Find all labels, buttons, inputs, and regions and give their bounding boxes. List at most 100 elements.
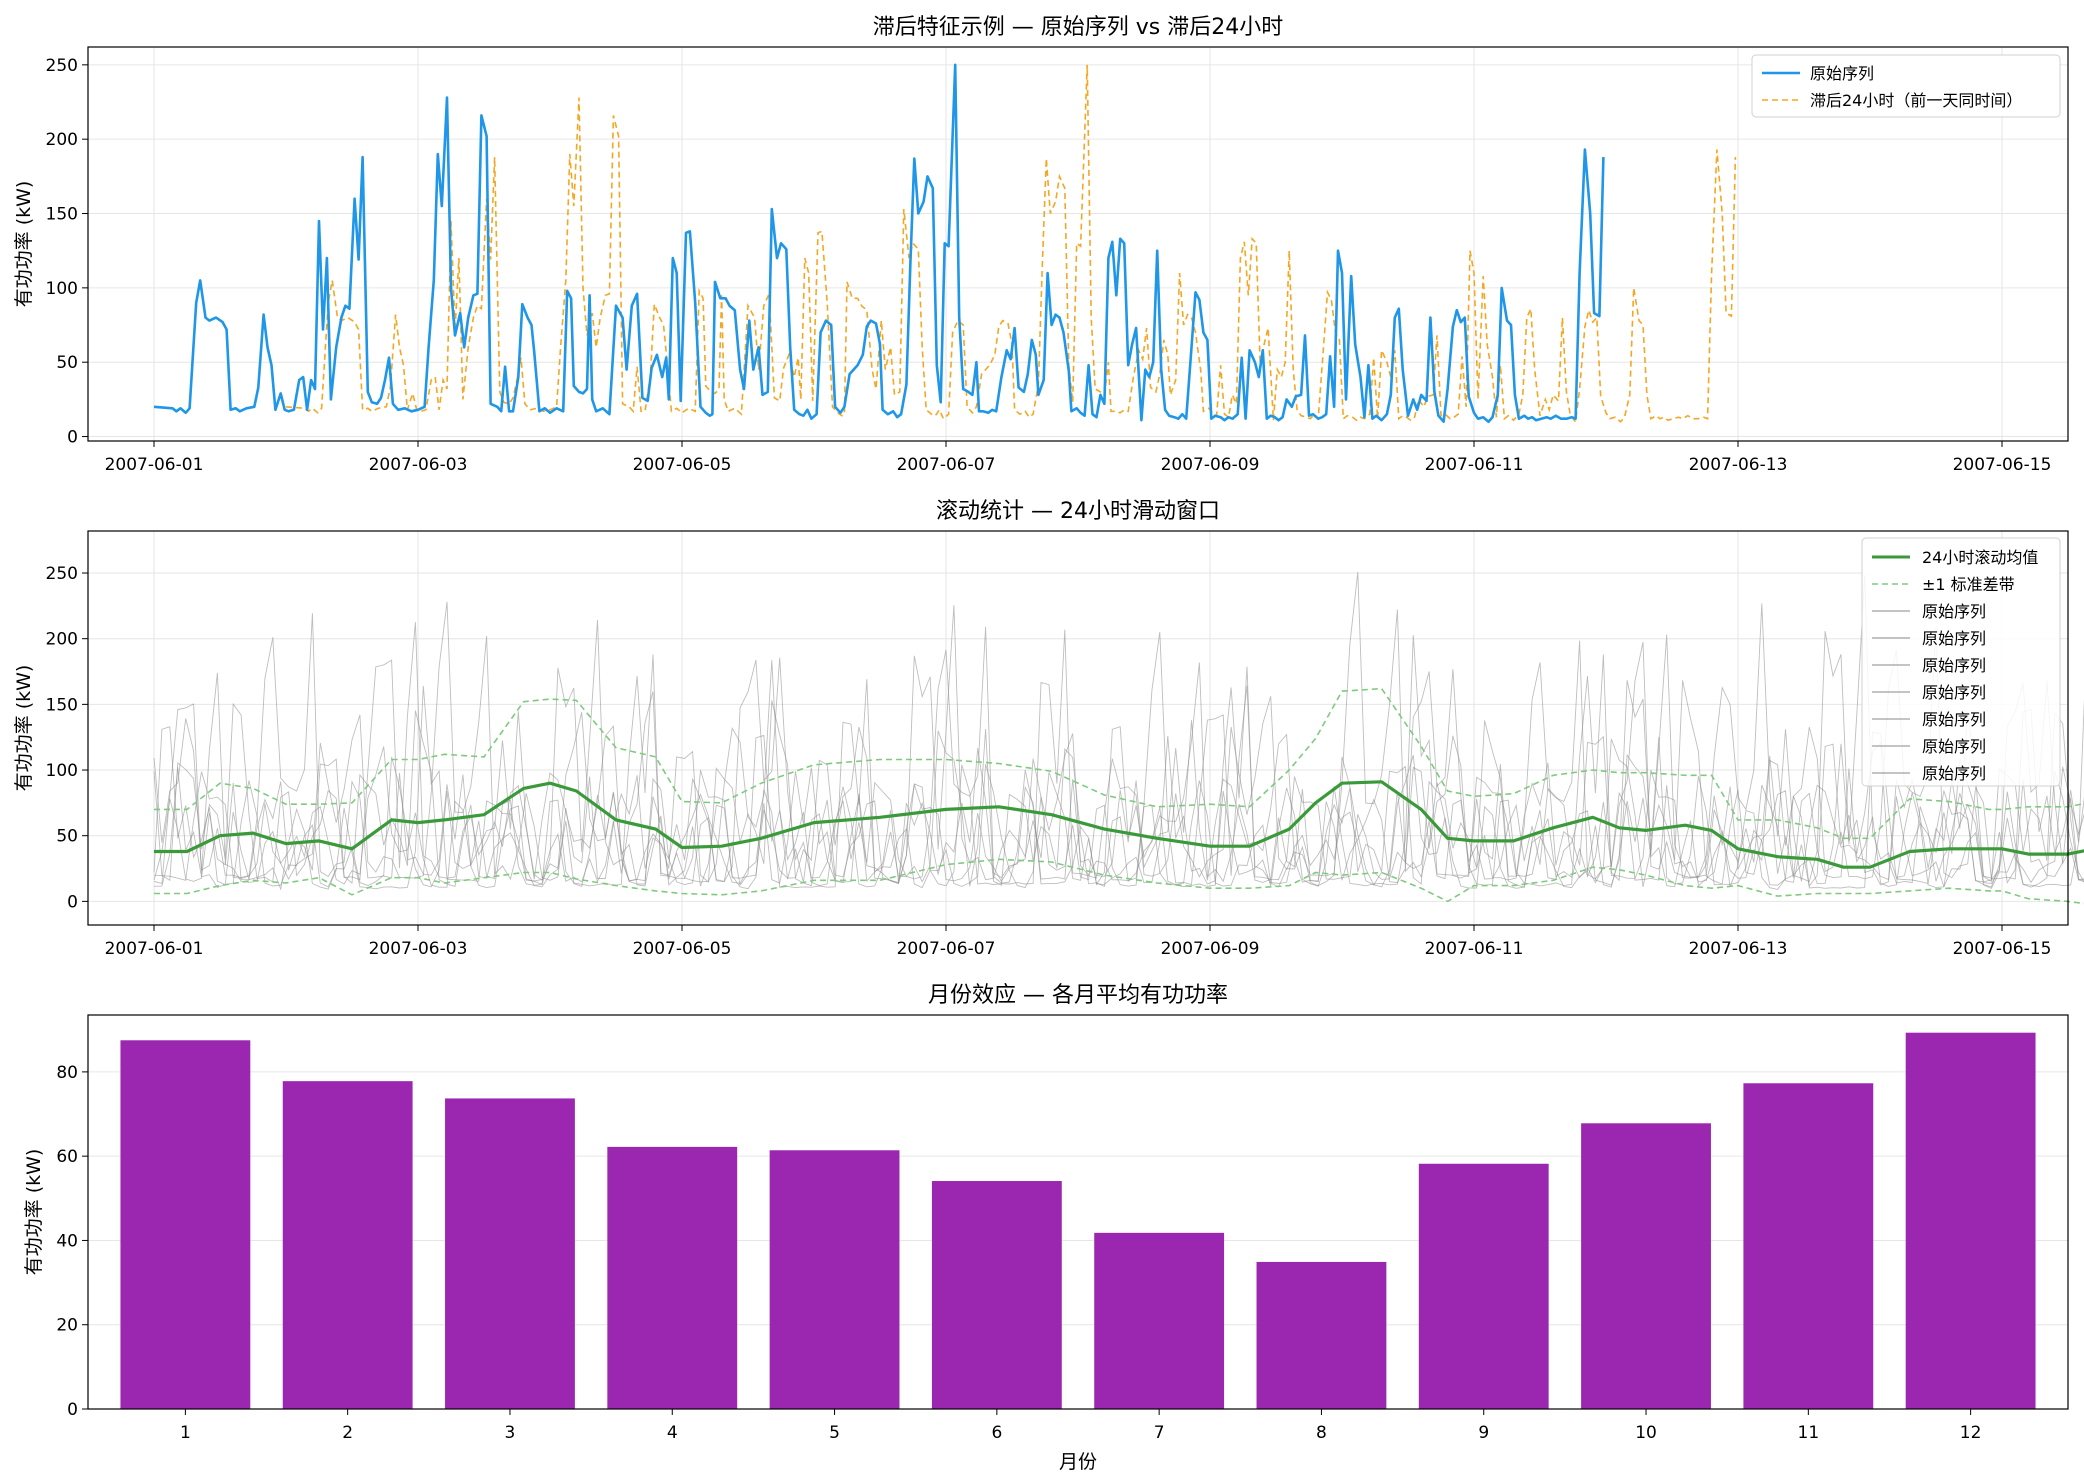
- bar-month-6: [931, 1181, 1062, 1409]
- x-tick-label: 2007-06-09: [1161, 939, 1260, 959]
- x-tick-label: 2007-06-03: [369, 455, 468, 475]
- raw-series-line: [153, 571, 2084, 887]
- x-tick-label: 5: [829, 1423, 840, 1443]
- month-chart-title: 月份效应 — 各月平均有功功率: [928, 983, 1228, 1008]
- x-tick-label: 2007-06-15: [1953, 939, 2052, 959]
- bar-month-4: [607, 1146, 738, 1409]
- std-band-lower: [154, 858, 2084, 905]
- bar-month-2: [282, 1081, 413, 1409]
- bar-month-12: [1905, 1032, 2036, 1409]
- legend-label-original: 原始序列: [1810, 64, 1874, 83]
- x-tick-label: 6: [991, 1423, 1002, 1443]
- legend-label-std-band: ±1 标准差带: [1922, 575, 2015, 594]
- month-chart-plot: [120, 1032, 2036, 1409]
- x-tick-label: 2007-06-07: [897, 939, 996, 959]
- x-tick-label: 10: [1635, 1423, 1657, 1443]
- series-line-original: [153, 63, 1605, 423]
- x-tick-label: 2007-06-01: [105, 939, 204, 959]
- x-tick-label: 2007-06-11: [1425, 939, 1524, 959]
- bar-month-5: [769, 1150, 900, 1409]
- legend-label-raw: 原始序列: [1922, 629, 1986, 648]
- bar-month-9: [1418, 1163, 1549, 1409]
- x-tick-label: 2007-06-05: [633, 939, 732, 959]
- bar-month-10: [1581, 1123, 1711, 1409]
- y-tick-label: 80: [56, 1063, 78, 1083]
- lag-chart-panel: 滞后特征示例 — 原始序列 vs 滞后24小时 050100150200250 …: [13, 15, 2069, 475]
- month-chart-x-ticks: 1 2 3 4 5 6 7 8 9 10 11 12: [180, 1409, 1981, 1443]
- bar-month-3: [445, 1098, 575, 1409]
- month-chart-y-ticks: 0 20 40 60 80: [56, 1063, 88, 1420]
- lag-chart-grid: [88, 47, 2068, 441]
- y-tick-label: 100: [46, 761, 78, 781]
- x-tick-label: 2007-06-13: [1689, 455, 1788, 475]
- x-tick-label: 2007-06-07: [897, 455, 996, 475]
- x-tick-label: 2: [342, 1423, 353, 1443]
- raw-series-line: [153, 626, 2084, 888]
- x-tick-label: 2007-06-13: [1689, 939, 1788, 959]
- std-band-upper: [154, 687, 2084, 840]
- x-tick-label: 2007-06-03: [369, 939, 468, 959]
- month-chart-x-label: 月份: [1059, 1451, 1097, 1473]
- bar-month-7: [1094, 1232, 1225, 1409]
- rolling-chart-frame: [87, 530, 2069, 926]
- legend-label-lag: 滞后24小时（前一天同时间）: [1810, 91, 2022, 110]
- x-tick-label: 2007-06-01: [105, 455, 204, 475]
- x-tick-label: 9: [1478, 1423, 1489, 1443]
- legend-label-raw: 原始序列: [1922, 764, 1986, 783]
- x-tick-label: 11: [1798, 1423, 1820, 1443]
- y-tick-label: 150: [46, 205, 78, 225]
- raw-series-line: [153, 631, 2084, 890]
- series-line-lag24h: [285, 64, 1737, 424]
- y-tick-label: 200: [46, 630, 78, 650]
- raw-series-line: [153, 601, 2084, 888]
- rolling-chart-legend: 24小时滚动均值 ±1 标准差带 原始序列原始序列原始序列原始序列原始序列原始序…: [1861, 537, 2061, 787]
- bar-month-8: [1256, 1261, 1387, 1409]
- lag-chart-y-label: 有功功率 (kW): [13, 181, 35, 308]
- x-tick-label: 2007-06-05: [633, 455, 732, 475]
- x-tick-label: 2007-06-11: [1425, 455, 1524, 475]
- x-tick-label: 12: [1960, 1423, 1982, 1443]
- y-tick-label: 150: [46, 695, 78, 715]
- lag-chart-frame: [87, 46, 2069, 442]
- legend-label-rolling-mean: 24小时滚动均值: [1922, 548, 2038, 567]
- y-tick-label: 20: [56, 1316, 78, 1336]
- rolling-chart-x-ticks: 2007-06-01 2007-06-03 2007-06-05 2007-06-07…: [105, 925, 2052, 959]
- raw-series-line: [153, 603, 2084, 887]
- lag-chart-title: 滞后特征示例 — 原始序列 vs 滞后24小时: [873, 15, 1283, 40]
- bar-month-1: [120, 1040, 251, 1409]
- legend-label-raw: 原始序列: [1922, 656, 1986, 675]
- month-chart-y-label: 有功功率 (kW): [23, 1149, 45, 1276]
- rolling-chart-y-label: 有功功率 (kW): [13, 665, 35, 792]
- legend-label-raw: 原始序列: [1922, 710, 1986, 729]
- y-tick-label: 0: [67, 428, 78, 448]
- lag-chart-x-ticks: 2007-06-01 2007-06-03 2007-06-05 2007-06-07…: [105, 441, 2052, 475]
- y-tick-label: 0: [67, 892, 78, 912]
- bar-month-11: [1743, 1083, 1874, 1409]
- rolling-chart-title: 滚动统计 — 24小时滑动窗口: [936, 499, 1220, 524]
- y-tick-label: 250: [46, 564, 78, 584]
- raw-series-line: [153, 660, 2084, 891]
- x-tick-label: 2007-06-09: [1161, 455, 1260, 475]
- y-tick-label: 250: [46, 56, 78, 76]
- legend-label-raw: 原始序列: [1922, 737, 1986, 756]
- y-tick-label: 50: [56, 353, 78, 373]
- legend-label-raw: 原始序列: [1922, 602, 1986, 621]
- month-chart-frame: [87, 1014, 2069, 1410]
- rolling-chart-panel: 滚动统计 — 24小时滑动窗口 0 50 100 150 200 250 2007-06-…: [13, 499, 2084, 959]
- x-tick-label: 8: [1316, 1423, 1327, 1443]
- y-tick-label: 60: [56, 1147, 78, 1167]
- y-tick-label: 50: [56, 827, 78, 847]
- y-tick-label: 100: [46, 279, 78, 299]
- legend-label-raw: 原始序列: [1922, 683, 1986, 702]
- y-tick-label: 200: [46, 130, 78, 150]
- x-tick-label: 4: [667, 1423, 678, 1443]
- x-tick-label: 1: [180, 1423, 191, 1443]
- x-tick-label: 2007-06-15: [1953, 455, 2052, 475]
- lag-chart-y-ticks: 0 50 100 150 200 250: [46, 56, 88, 448]
- rolling-chart-grid: [88, 531, 2068, 925]
- x-tick-label: 3: [505, 1423, 516, 1443]
- rolling-chart-y-ticks: 0 50 100 150 200 250: [46, 564, 88, 912]
- lag-chart-plot: [153, 63, 1737, 424]
